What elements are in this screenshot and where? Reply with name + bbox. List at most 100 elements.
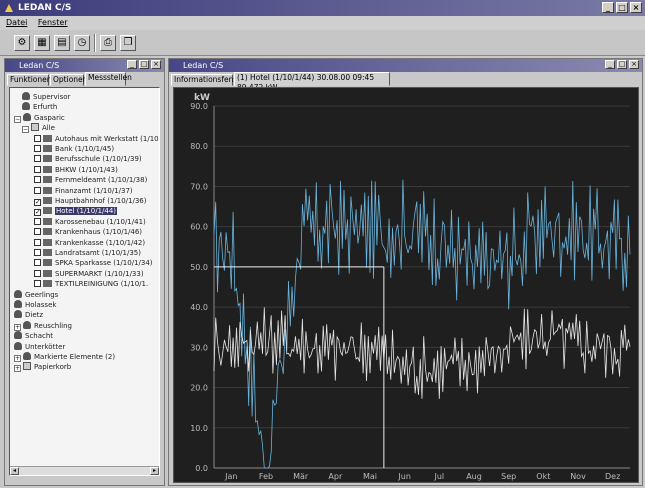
expand-icon[interactable]: + <box>14 323 21 331</box>
tree-item[interactable]: Finanzamt (1/10/1/37) <box>34 186 133 196</box>
tab-optionen[interactable]: Optionen <box>50 74 87 86</box>
meter-checkbox[interactable] <box>34 176 41 184</box>
tree-close-button[interactable]: × <box>151 60 161 69</box>
meter-checkbox[interactable] <box>34 280 41 288</box>
tree-item-label: Autohaus mit Werkstatt (1/10. <box>55 134 160 143</box>
meter-checkbox[interactable] <box>34 228 41 236</box>
tree-item-label: SUPERMARKT (1/10/1/33) <box>55 269 144 278</box>
tree-item[interactable]: SUPERMARKT (1/10/1/33) <box>34 269 144 279</box>
meter-checkbox[interactable] <box>34 269 41 277</box>
meter-icon <box>43 155 52 163</box>
y-tick-label: 90.0 <box>190 102 208 111</box>
tab-messstellen[interactable]: Messstellen <box>85 72 132 86</box>
expand-icon[interactable]: + <box>14 365 21 373</box>
meter-checkbox[interactable]: ✓ <box>34 208 41 217</box>
tree-item[interactable]: TEXTILREINIGUNG (1/10/1. <box>34 279 148 289</box>
tree-item[interactable]: Bank (1/10/1/45) <box>34 144 114 154</box>
person-icon <box>14 331 22 340</box>
chart-area[interactable]: 0.0 10.0 20.0 30.0 40.0 50.0 60.0 70.0 80.0 90.0 k… <box>173 87 639 483</box>
tree-item[interactable]: Fernmeldeamt (1/10/1/38) <box>34 175 147 185</box>
tree-item[interactable]: Schacht <box>14 331 53 341</box>
tree-item[interactable]: + Papierkorb <box>14 362 71 373</box>
tree-item-label: Dietz <box>25 311 44 320</box>
chart-close-button[interactable]: × <box>629 60 639 69</box>
tree-item[interactable]: − Alle <box>22 123 55 134</box>
tree-item[interactable]: Landratsamt (1/10/1/35) <box>34 248 141 258</box>
meter-icon <box>43 217 52 225</box>
tree-item[interactable]: Dietz <box>14 310 43 320</box>
tree-item[interactable]: Berufsschule (1/10/1/39) <box>34 154 142 164</box>
tree-item[interactable]: BHKW (1/10/1/43) <box>34 165 118 175</box>
tree-item[interactable]: Krankenkasse (1/10/1/42) <box>34 238 145 248</box>
tree-item[interactable]: Karossenebau (1/10/1/41) <box>34 217 146 227</box>
close-button[interactable]: × <box>630 2 642 13</box>
tree-item[interactable]: Geerlings <box>14 289 58 300</box>
tree-item[interactable]: Erfurth <box>22 102 57 112</box>
expand-icon[interactable]: + <box>14 355 21 362</box>
meter-checkbox[interactable] <box>34 259 41 267</box>
tree-item[interactable]: + Reuschling <box>14 320 72 331</box>
tree-item-label: Supervisor <box>33 93 71 101</box>
meter-checkbox[interactable] <box>34 238 41 246</box>
x-tick-label: Jul <box>434 472 445 481</box>
person-icon <box>14 310 22 319</box>
tree-item[interactable]: SPKA Sparkasse (1/10/1/34) <box>34 258 153 268</box>
menu-fenster[interactable]: Fenster <box>37 18 68 27</box>
tree-maximize-button[interactable]: □ <box>139 60 149 69</box>
x-tick-label: Dez <box>605 472 620 481</box>
tree-item[interactable]: ✓ Hotel (1/10/1/44) <box>34 206 118 217</box>
tree-item[interactable]: ✓ Hauptbahnhof (1/10/1/36) <box>34 196 146 206</box>
tree-item[interactable]: Unterkötter <box>14 341 65 352</box>
person-icon <box>23 112 31 121</box>
tree-item-label: Landratsamt (1/10/1/35) <box>55 249 141 257</box>
scroll-left-icon[interactable]: ◂ <box>10 467 19 475</box>
window-icon[interactable]: ❐ <box>120 35 136 51</box>
y-axis-label: kW <box>194 93 210 103</box>
meter-checkbox[interactable] <box>34 217 41 225</box>
tree-horizontal-scrollbar[interactable]: ◂ ▸ <box>10 466 159 475</box>
clock-icon[interactable]: ◷ <box>74 35 90 51</box>
tree-item[interactable]: − Gasparic <box>14 112 65 123</box>
tree-item-label: Fernmeldeamt (1/10/1/38) <box>55 176 148 185</box>
meter-icon <box>43 249 52 256</box>
chart-maximize-button[interactable]: □ <box>617 60 627 69</box>
tab-funktionen[interactable]: Funktionen <box>7 74 52 86</box>
print-icon[interactable]: ⎙ <box>100 35 116 51</box>
list-icon[interactable]: ▤ <box>54 35 70 51</box>
meter-icon <box>43 145 52 152</box>
scroll-right-icon[interactable]: ▸ <box>150 467 159 475</box>
grid-icon[interactable]: ▦ <box>34 35 50 51</box>
x-tick-label: Feb <box>259 472 273 481</box>
person-icon <box>14 289 22 298</box>
tab-hotel-chart[interactable]: (1) Hotel (1/10/1/44) 30.08.00 09:45 89.… <box>234 72 390 92</box>
settings-icon[interactable]: ⚙ <box>14 35 30 51</box>
tree-item[interactable]: Supervisor <box>22 92 70 102</box>
minimize-button[interactable]: _ <box>602 2 614 13</box>
tree-item[interactable]: + Markierte Elemente (2) <box>14 352 115 362</box>
meter-checkbox[interactable] <box>34 155 41 163</box>
meter-checkbox[interactable] <box>34 186 41 194</box>
person-icon <box>22 102 30 111</box>
meter-checkbox[interactable] <box>34 134 41 142</box>
meter-checkbox[interactable] <box>34 145 41 152</box>
meter-checkbox[interactable]: ✓ <box>34 198 41 206</box>
meter-icon <box>43 134 52 142</box>
tree-minimize-button[interactable]: _ <box>127 60 137 69</box>
collapse-icon[interactable]: − <box>14 115 21 123</box>
station-tree[interactable]: ◂ ▸ Supervisor Erfurth − Gasparic − Alle Autoh… <box>9 87 160 476</box>
person-icon <box>14 341 22 350</box>
tree-item-label: SPKA Sparkasse (1/10/1/34) <box>55 259 153 268</box>
tree-item[interactable]: Krankenhaus (1/10/1/46) <box>34 227 142 237</box>
chart-minimize-button[interactable]: _ <box>605 60 615 69</box>
tab-informationsfenster[interactable]: Informationsfenster <box>171 74 248 86</box>
meter-checkbox[interactable] <box>34 165 41 173</box>
tree-item[interactable]: Holassek <box>14 300 56 310</box>
meter-icon <box>43 207 52 215</box>
collapse-icon[interactable]: − <box>22 126 29 134</box>
tree-item[interactable]: Autohaus mit Werkstatt (1/10. <box>34 134 160 144</box>
maximize-button[interactable]: □ <box>616 2 628 13</box>
menu-datei[interactable]: Datei <box>6 18 28 27</box>
meter-checkbox[interactable] <box>34 249 41 256</box>
toolbar: ⚙ ▦ ▤ ◷ ⎙ ❐ <box>0 30 645 56</box>
tree-item-label: Karossenebau (1/10/1/41) <box>55 217 146 226</box>
